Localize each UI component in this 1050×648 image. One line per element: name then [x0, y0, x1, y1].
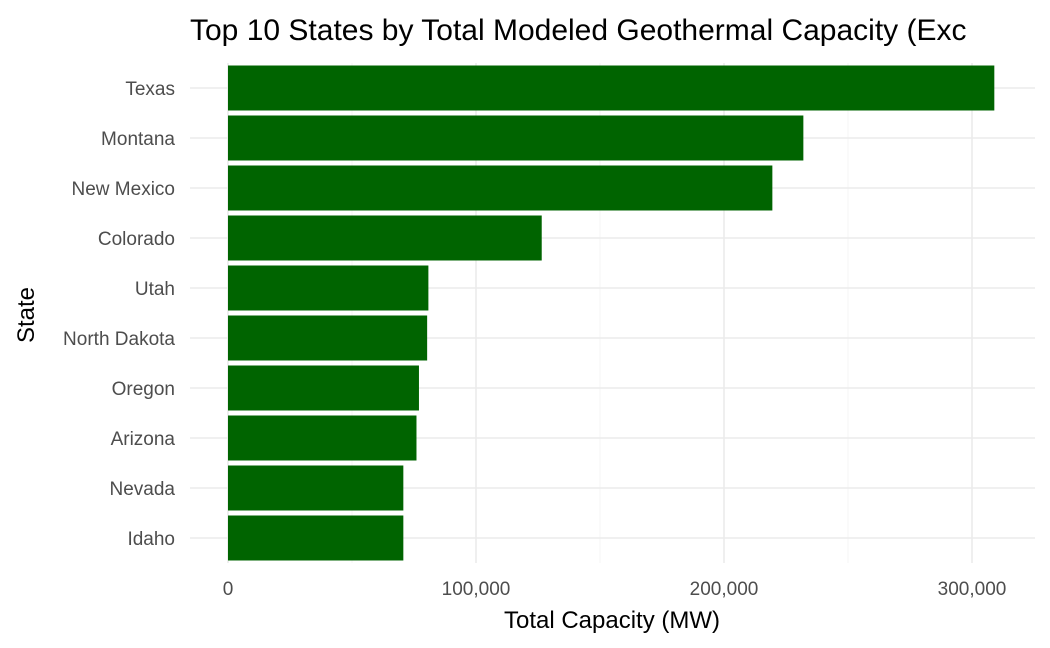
x-tick-label: 100,000	[442, 579, 511, 600]
y-tick-label: Colorado	[98, 229, 175, 250]
bar-nevada	[228, 465, 404, 511]
y-tick-label: Arizona	[111, 429, 176, 450]
bar-oregon	[228, 365, 419, 411]
y-tick-label: Oregon	[112, 379, 175, 400]
y-tick-label: New Mexico	[72, 179, 175, 200]
y-tick-labels: Texas Montana New Mexico Colorado Utah North …	[63, 79, 175, 550]
y-tick-label: Nevada	[110, 479, 176, 500]
bar-utah	[228, 265, 429, 311]
y-tick-label: North Dakota	[63, 329, 175, 350]
bar-idaho	[228, 515, 404, 561]
x-axis-title: Total Capacity (MW)	[504, 607, 720, 634]
y-axis-title: State	[13, 287, 40, 343]
x-tick-label: 200,000	[690, 579, 759, 600]
bar-colorado	[228, 215, 542, 261]
y-tick-label: Montana	[101, 129, 175, 150]
bar-new-mexico	[228, 165, 773, 211]
bar-texas	[228, 65, 995, 111]
y-tick-label: Texas	[125, 79, 175, 100]
x-tick-label: 300,000	[938, 579, 1007, 600]
chart-title: Top 10 States by Total Modeled Geotherma…	[190, 14, 967, 47]
bar-north-dakota	[228, 315, 428, 361]
x-tick-labels: 0 100,000 200,000 300,000	[223, 579, 1007, 600]
y-tick-label: Utah	[135, 279, 175, 300]
bar-arizona	[228, 415, 417, 461]
x-tick-label: 0	[223, 579, 234, 600]
bar-montana	[228, 115, 804, 161]
y-tick-label: Idaho	[127, 529, 175, 550]
bars	[228, 65, 995, 561]
